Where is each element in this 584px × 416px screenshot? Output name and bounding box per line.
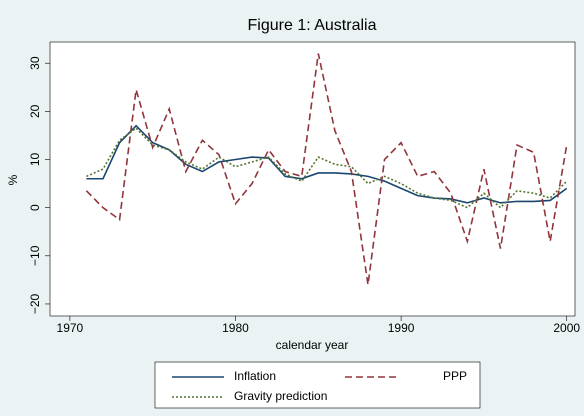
y-tick-label: −20 xyxy=(28,293,42,314)
y-axis-label: % xyxy=(6,174,20,185)
x-tick-label: 1990 xyxy=(388,321,415,335)
x-tick-label: 1970 xyxy=(57,321,84,335)
y-tick-label: 30 xyxy=(28,56,42,70)
legend xyxy=(154,361,481,409)
y-tick-label: 0 xyxy=(28,204,42,211)
x-tick-label: 1980 xyxy=(222,321,249,335)
y-tick-label: 10 xyxy=(28,153,42,167)
y-tick-label: 20 xyxy=(28,104,42,118)
series-line xyxy=(85,53,568,285)
legend-label: Gravity prediction xyxy=(234,389,327,403)
plot-area xyxy=(49,41,576,317)
x-tick-label: 2000 xyxy=(553,321,580,335)
series-line xyxy=(86,127,568,209)
chart-title: Figure 1: Australia xyxy=(248,17,377,34)
x-axis-label: calendar year xyxy=(276,338,349,352)
y-tick-label: −10 xyxy=(28,245,42,266)
legend-label: PPP xyxy=(443,369,467,383)
legend-label: Inflation xyxy=(234,369,276,383)
